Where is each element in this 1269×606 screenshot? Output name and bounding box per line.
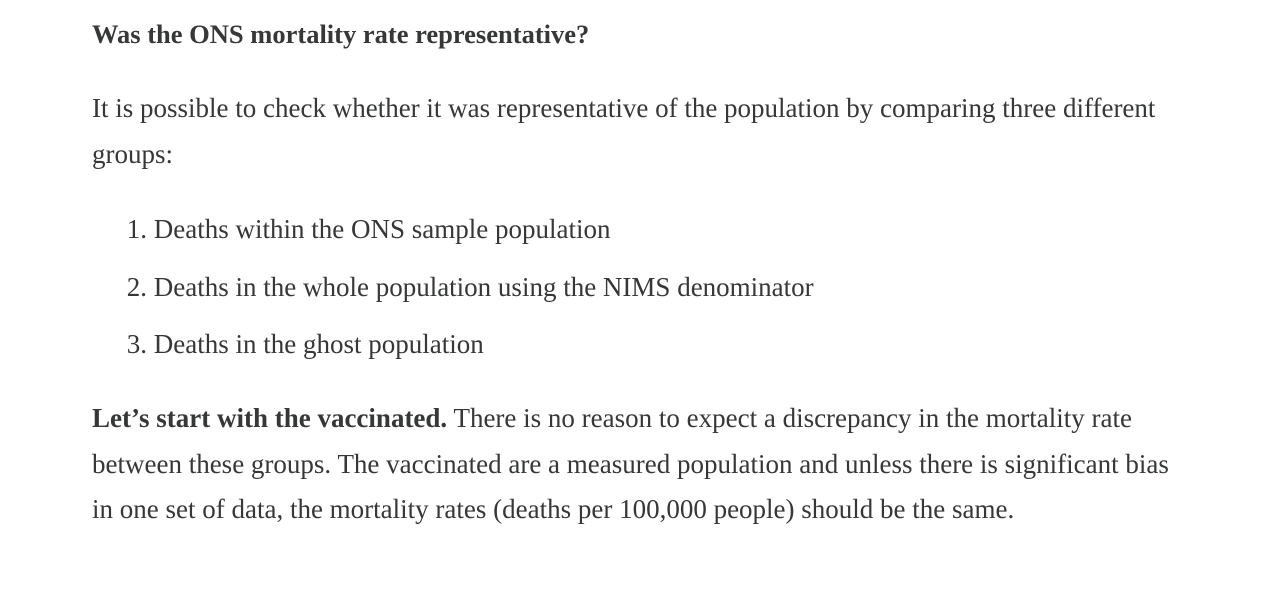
list-item: 1. Deaths within the ONS sample populati… xyxy=(92,207,814,265)
closing-text: There is no reason to expect a discrepan… xyxy=(92,403,1169,524)
groups-list: 1. Deaths within the ONS sample populati… xyxy=(92,207,814,380)
list-item-text: Deaths in the ghost population xyxy=(153,329,484,359)
section-heading: Was the ONS mortality rate representativ… xyxy=(92,19,590,49)
list-item-text: Deaths within the ONS sample population xyxy=(153,214,611,244)
closing-paragraph: Let’s start with the vaccinated. There i… xyxy=(92,396,1172,533)
list-item-number: 2. xyxy=(126,271,147,302)
list-item-number: 3. xyxy=(126,329,147,359)
list-item: 2. Deaths in the whole population using … xyxy=(92,265,814,323)
list-item: 3. Deaths in the ghost population xyxy=(92,322,814,380)
closing-lead-bold: Let’s start with the vaccinated. xyxy=(92,403,448,433)
list-item-number: 1. xyxy=(126,214,147,244)
list-item-text: Deaths in the whole population using the… xyxy=(153,271,814,302)
intro-paragraph: It is possible to check whether it was r… xyxy=(92,93,1156,169)
